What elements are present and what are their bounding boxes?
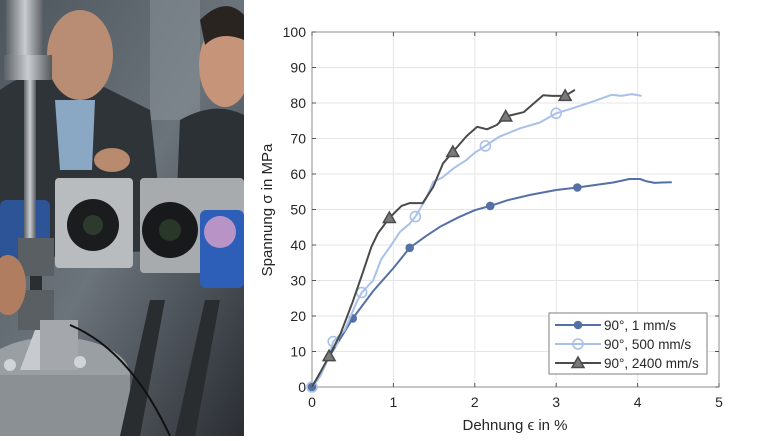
legend-item: 90°, 1 mm/s — [555, 318, 676, 333]
chart-panel: 0 1 2 3 4 5 0 10 20 30 40 50 60 70 80 90 100 90°, 1 mm/s… — [244, 0, 768, 436]
y-tick-label: 90 — [290, 60, 306, 76]
y-tick-label: 50 — [290, 202, 306, 218]
legend-item: 90°, 2400 mm/s — [555, 355, 699, 371]
y-axis-label: Spannung σ in MPa — [259, 143, 276, 276]
legend-label: 90°, 1 mm/s — [604, 318, 676, 333]
y-tick-label: 30 — [290, 273, 306, 289]
y-tick-label: 100 — [283, 24, 307, 40]
y-tick-label: 70 — [290, 131, 306, 147]
lab-photo — [0, 0, 244, 436]
data-series — [306, 88, 672, 393]
x-tick-label: 1 — [390, 394, 398, 410]
series-1 — [306, 93, 642, 393]
x-tick-label: 4 — [634, 394, 642, 410]
lab-photo-illustration — [0, 0, 244, 436]
x-tick-label: 5 — [715, 394, 723, 410]
y-tick-label: 40 — [290, 237, 306, 253]
legend-label: 90°, 500 mm/s — [604, 337, 691, 352]
y-tick-label: 80 — [290, 95, 306, 111]
x-tick-label: 2 — [471, 394, 479, 410]
legend-label: 90°, 2400 mm/s — [604, 356, 699, 371]
chart-legend: 90°, 1 mm/s 90°, 500 mm/s 90°, 2400 mm/s — [548, 312, 708, 375]
x-axis-label: Dehnung ϵ in % — [462, 417, 567, 434]
y-tick-label: 10 — [290, 344, 306, 360]
series-2 — [311, 88, 576, 388]
legend-item: 90°, 500 mm/s — [555, 337, 691, 352]
x-tick-label: 3 — [552, 394, 560, 410]
y-tick-label: 0 — [298, 379, 306, 395]
x-tick-label: 0 — [308, 394, 316, 410]
y-tick-label: 60 — [290, 166, 306, 182]
y-tick-label: 20 — [290, 308, 306, 324]
